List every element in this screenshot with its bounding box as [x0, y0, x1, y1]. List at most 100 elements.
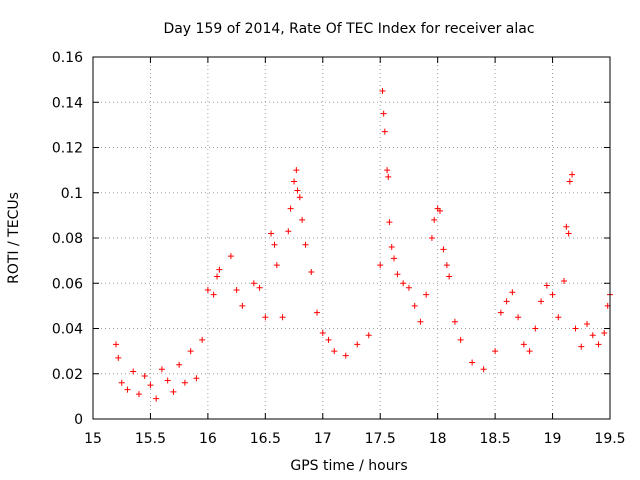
data-point: [296, 194, 303, 201]
data-point: [325, 336, 332, 343]
data-point: [294, 187, 301, 194]
data-point: [601, 330, 608, 337]
data-point: [204, 287, 211, 294]
x-tick-label: 18: [429, 431, 447, 447]
data-point: [569, 171, 576, 178]
data-point: [386, 219, 393, 226]
data-point: [469, 359, 476, 366]
data-point: [227, 253, 234, 260]
data-point: [193, 375, 200, 382]
data-point: [578, 343, 585, 350]
data-point: [451, 318, 458, 325]
grid-lines: [93, 57, 610, 419]
data-point: [584, 320, 591, 327]
data-point: [572, 325, 579, 332]
data-point: [400, 280, 407, 287]
y-axis-label: ROTI / TECUs: [6, 192, 22, 284]
x-tick-label: 17.5: [365, 431, 396, 447]
data-point: [385, 173, 392, 180]
data-point: [457, 336, 464, 343]
data-point: [532, 325, 539, 332]
data-point: [391, 255, 398, 262]
data-point: [380, 110, 387, 117]
data-point: [543, 282, 550, 289]
data-point: [381, 128, 388, 135]
data-point: [210, 291, 217, 298]
data-point: [214, 273, 221, 280]
data-point: [153, 395, 160, 402]
data-point: [503, 298, 510, 305]
data-point: [509, 289, 516, 296]
data-point: [446, 273, 453, 280]
data-point: [141, 373, 148, 380]
data-point: [233, 287, 240, 294]
data-point: [388, 244, 395, 251]
y-tick-label: 0.14: [52, 95, 83, 111]
data-point: [287, 205, 294, 212]
data-point: [563, 223, 570, 230]
data-point: [118, 379, 125, 386]
data-point: [319, 330, 326, 337]
data-point: [566, 178, 573, 185]
y-tick-label: 0.08: [52, 231, 83, 247]
x-axis-label: GPS time / hours: [290, 458, 407, 474]
data-point: [538, 298, 545, 305]
data-point: [480, 366, 487, 373]
data-point: [555, 314, 562, 321]
data-point: [520, 341, 527, 348]
data-point: [565, 230, 572, 237]
data-point: [423, 291, 430, 298]
data-point: [589, 332, 596, 339]
y-tick-label: 0.12: [52, 141, 83, 157]
data-point: [216, 266, 223, 273]
data-point: [377, 262, 384, 269]
data-point: [291, 178, 298, 185]
data-point: [379, 87, 386, 94]
data-point: [526, 348, 533, 355]
data-point: [130, 368, 137, 375]
y-tick-label: 0.1: [61, 186, 83, 202]
data-point: [115, 354, 122, 361]
data-point: [285, 228, 292, 235]
data-point: [314, 309, 321, 316]
x-tick-label: 19: [544, 431, 562, 447]
chart-title: Day 159 of 2014, Rate Of TEC Index for r…: [163, 21, 534, 37]
x-tick-label: 19.5: [594, 431, 625, 447]
x-tick-label: 15.5: [135, 431, 166, 447]
data-point: [492, 348, 499, 355]
x-tick-label: 18.5: [480, 431, 511, 447]
data-point: [279, 314, 286, 321]
data-point: [354, 341, 361, 348]
data-point: [158, 366, 165, 373]
data-point: [293, 167, 300, 174]
data-point: [187, 348, 194, 355]
data-point: [181, 379, 188, 386]
data-point: [268, 230, 275, 237]
data-point: [595, 341, 602, 348]
x-tick-label: 16: [199, 431, 217, 447]
data-point: [417, 318, 424, 325]
data-point: [250, 280, 257, 287]
data-point: [273, 262, 280, 269]
data-point: [411, 302, 418, 309]
data-point: [176, 361, 183, 368]
data-points: [112, 87, 613, 402]
data-point: [384, 167, 391, 174]
data-point: [561, 277, 568, 284]
x-tick-label: 16.5: [250, 431, 281, 447]
data-point: [239, 302, 246, 309]
y-tick-label: 0.04: [52, 322, 83, 338]
data-point: [262, 314, 269, 321]
x-axis-ticks: 15 15.5 16 16.5 17 17.5 18 18.5 19 19.5: [84, 57, 626, 447]
data-point: [199, 336, 206, 343]
data-point: [302, 241, 309, 248]
data-point: [440, 246, 447, 253]
y-tick-label: 0.06: [52, 276, 83, 292]
data-point: [497, 309, 504, 316]
data-point: [405, 284, 412, 291]
data-point: [170, 388, 177, 395]
y-axis-ticks: 0 0.02 0.04 0.06 0.08 0.1 0.12 0.14 0.16: [52, 50, 610, 428]
data-point: [436, 207, 443, 214]
